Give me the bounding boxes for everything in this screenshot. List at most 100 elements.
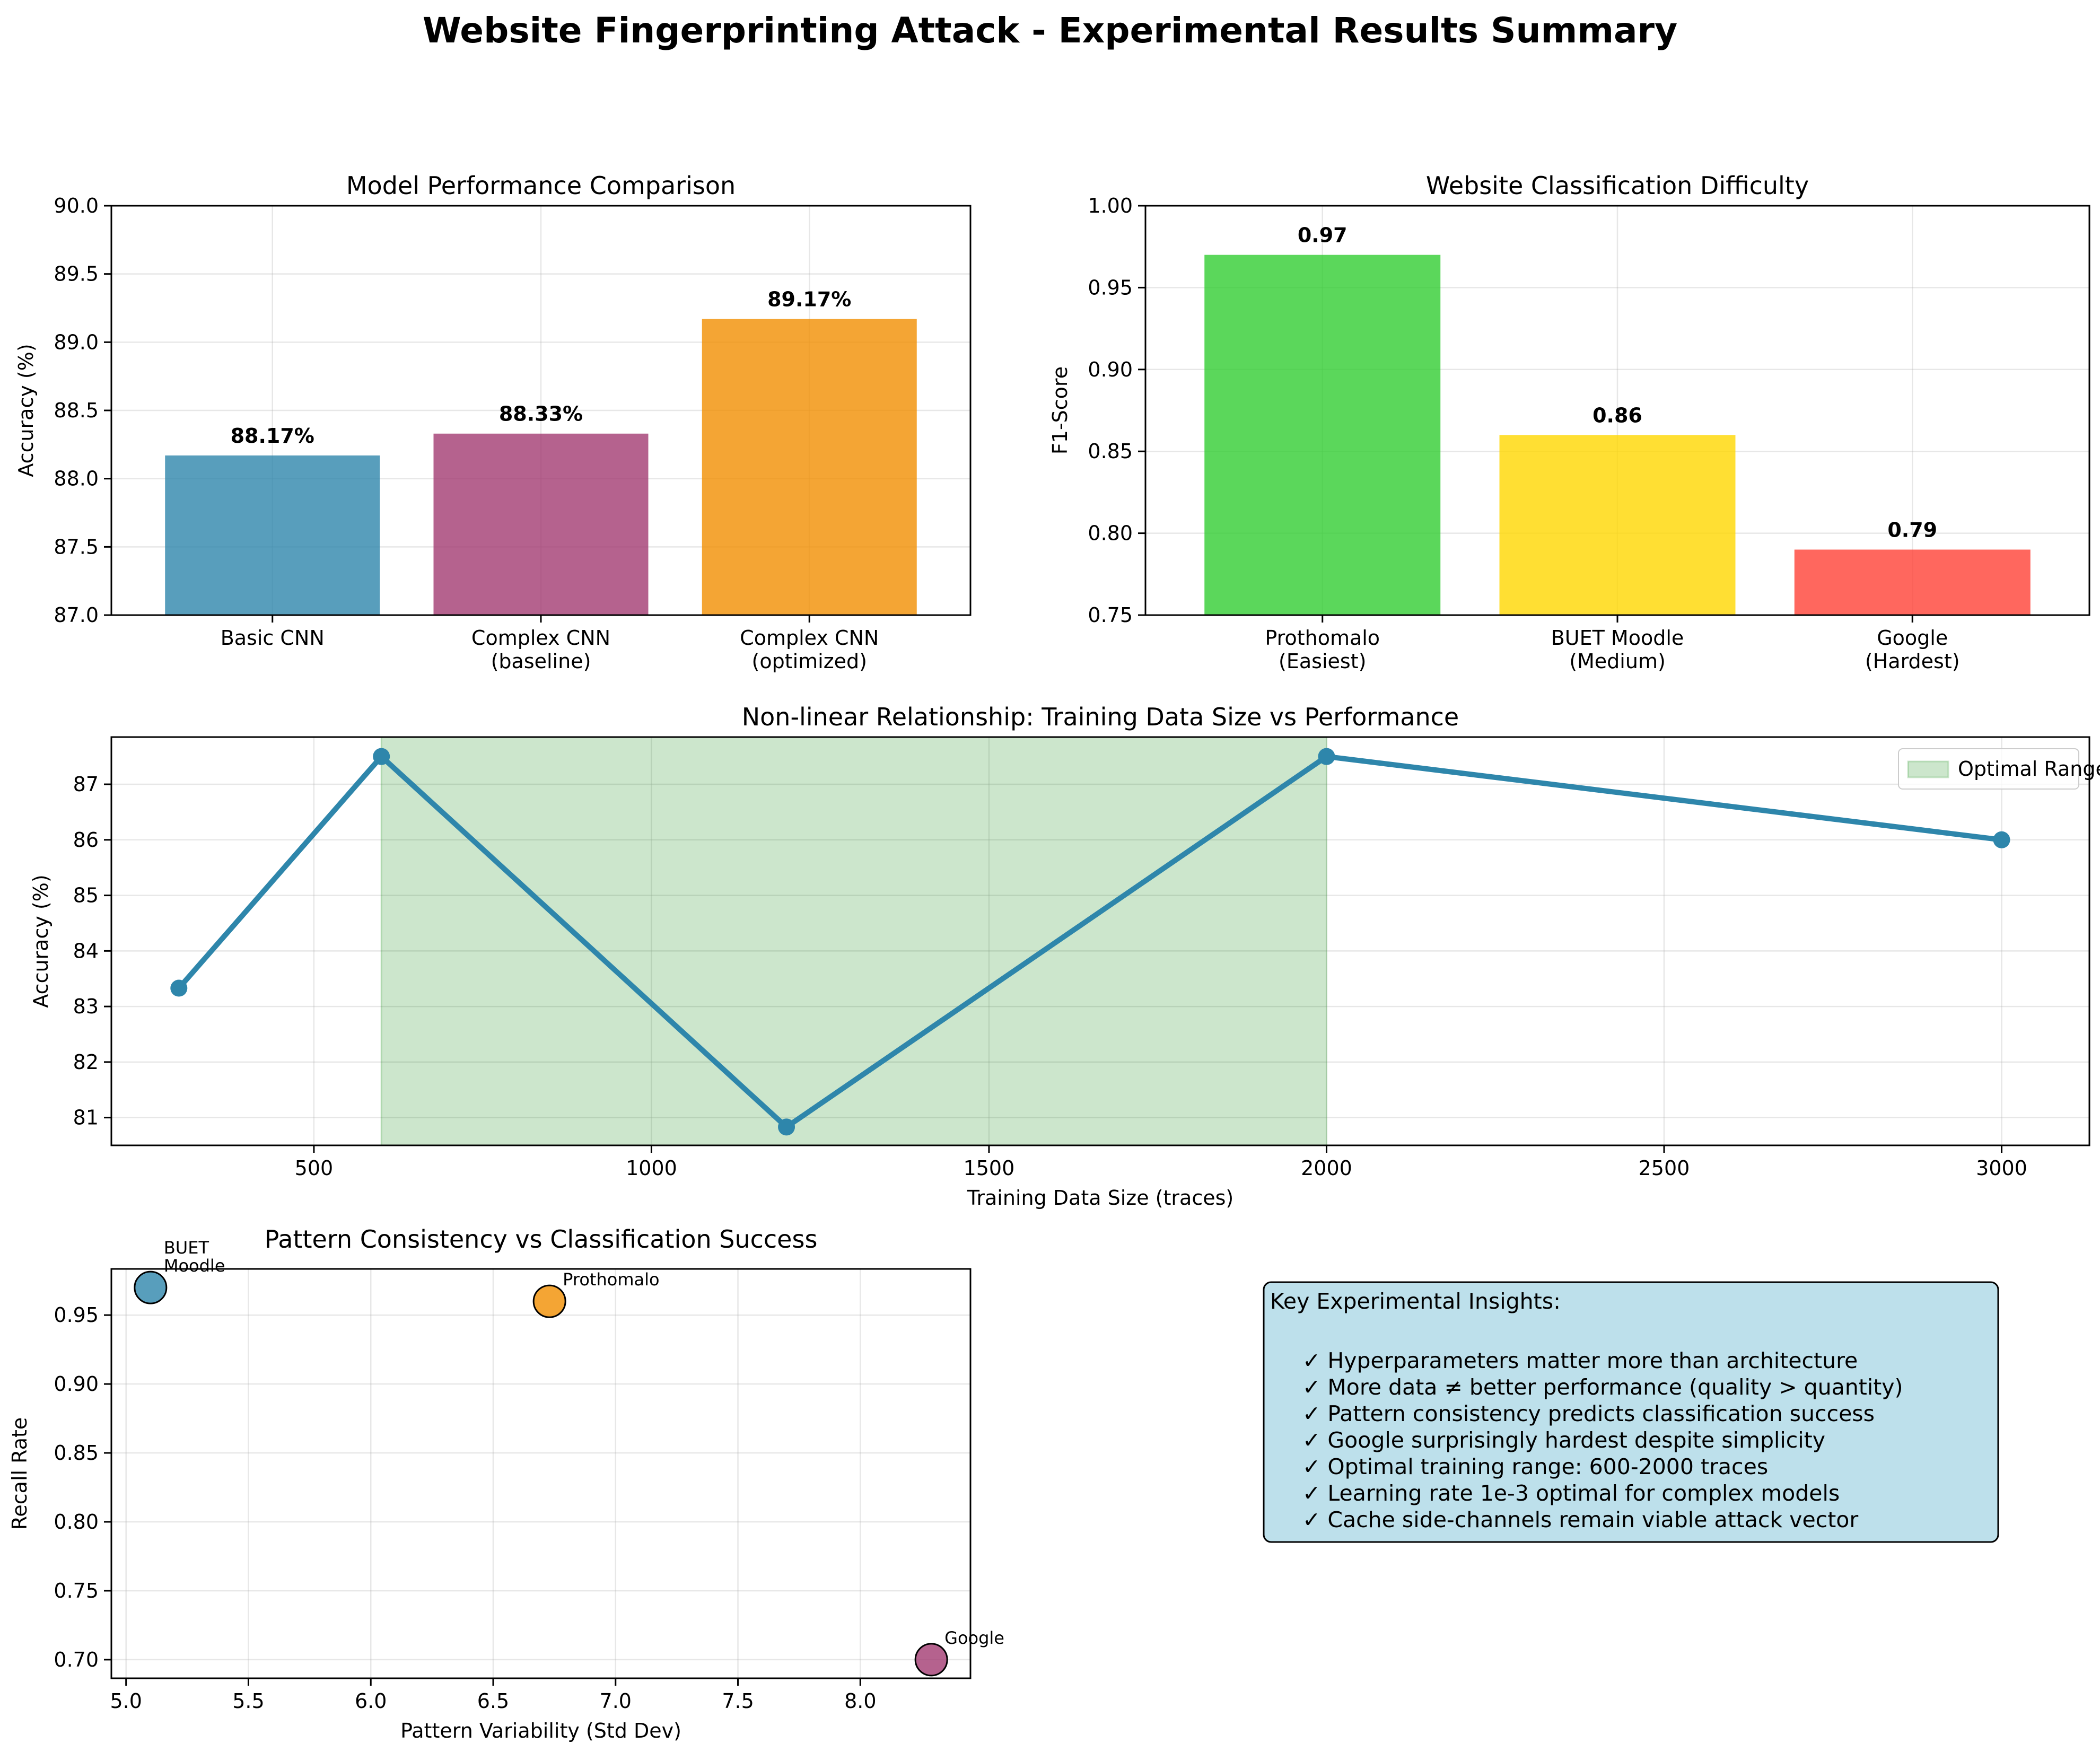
legend-swatch	[1907, 760, 1949, 778]
x-tick-label: Complex CNN (optimized)	[740, 626, 879, 673]
classification-difficulty-chart: 0.97 0.86 0.79 0.75 0.80 0.85 0.90 0.95 1.00 Pro…	[1048, 171, 2090, 673]
insight-item: ✓ Google surprisingly hardest despite si…	[1302, 1427, 1825, 1453]
x-tick-label: 1000	[626, 1157, 677, 1180]
bar-value-label: 0.86	[1592, 404, 1642, 427]
insights-list: ✓ Hyperparameters matter more than archi…	[1302, 1348, 1903, 1532]
point-label: Prothomalo	[563, 1269, 659, 1290]
legend-label: Optimal Range	[1958, 757, 2100, 781]
x-axis-label: Training Data Size (traces)	[967, 1186, 1233, 1210]
bar-value-label: 88.33%	[499, 402, 583, 426]
x-tick-label: 5.5	[232, 1689, 264, 1713]
data-point	[170, 979, 188, 997]
scatter-point	[134, 1271, 168, 1304]
bar	[1499, 435, 1736, 615]
marks: BUET Moodle Prothomalo Google	[134, 1238, 1004, 1677]
marks	[170, 736, 2010, 1146]
y-tick-label: 86	[73, 828, 99, 852]
x-tick-label: Complex CNN (baseline)	[471, 626, 610, 673]
x-tick-label: 7.5	[722, 1689, 754, 1713]
y-tick-label: 83	[73, 995, 99, 1018]
y-tick-label: 0.90	[1088, 358, 1133, 381]
y-tick-label: 87.0	[54, 603, 99, 627]
data-point	[1993, 831, 2010, 848]
x-tick-label: Google (Hardest)	[1865, 626, 1960, 673]
chart-title: Non-linear Relationship: Training Data S…	[742, 703, 1459, 731]
tick-labels: 5.0 5.5 6.0 6.5 7.0 7.5 8.0 0.70 0.75 0.80 0.85 0.9…	[54, 1303, 876, 1713]
y-tick-label: 81	[73, 1106, 99, 1129]
y-tick-label: 0.75	[54, 1579, 99, 1602]
y-tick-label: 84	[73, 939, 99, 962]
x-tick-label: 8.0	[844, 1689, 876, 1713]
insight-item: ✓ Hyperparameters matter more than archi…	[1302, 1348, 1858, 1373]
x-tick-label: 3000	[1976, 1157, 2027, 1180]
x-tick-label: 500	[295, 1157, 334, 1180]
x-tick-label: Prothomalo (Easiest)	[1265, 626, 1380, 673]
bars: 88.17% 88.33% 89.17%	[165, 288, 917, 615]
data-point	[373, 748, 390, 765]
insights-background	[1263, 1281, 1999, 1543]
y-tick-label: 90.0	[54, 194, 99, 217]
x-tick-label: 6.0	[355, 1689, 387, 1713]
insights-title: Key Experimental Insights:	[1270, 1289, 1561, 1314]
point-label: BUET Moodle	[164, 1238, 225, 1276]
x-tick-label: 1500	[964, 1157, 1015, 1180]
insight-item: ✓ Pattern consistency predicts classific…	[1302, 1401, 1875, 1426]
insight-item: ✓ Cache side-channels remain viable atta…	[1302, 1507, 1858, 1532]
bar-value-label: 0.79	[1887, 518, 1937, 541]
y-tick-label: 0.70	[54, 1648, 99, 1671]
bar-value-label: 89.17%	[767, 288, 851, 311]
y-tick-label: 87.5	[54, 535, 99, 558]
bar	[165, 455, 380, 615]
tick-labels: 87.0 87.5 88.0 88.5 89.0 89.5 90.0 Basic CNN Com…	[54, 194, 879, 673]
x-tick-label: 2500	[1639, 1157, 1690, 1180]
legend-frame	[1898, 748, 2079, 790]
x-tick-label: 7.0	[600, 1689, 632, 1713]
data-point	[1318, 748, 1335, 765]
axes-frame	[110, 1268, 972, 1679]
y-tick-label: 1.00	[1088, 194, 1133, 217]
y-tick-label: 0.85	[54, 1441, 99, 1465]
y-tick-label: 88.0	[54, 467, 99, 490]
x-tick-label: 5.0	[110, 1689, 142, 1713]
optimal-range-span	[380, 736, 1327, 1146]
y-tick-label: 82	[73, 1050, 99, 1074]
bar	[1794, 549, 2031, 615]
insight-item: ✓ Optimal training range: 600-2000 trace…	[1302, 1454, 1768, 1479]
tick-labels: 0.75 0.80 0.85 0.90 0.95 1.00 Prothomalo (Easie…	[1088, 194, 1959, 673]
figure-title: Website Fingerprinting Attack - Experime…	[423, 10, 1677, 51]
axes-frame	[110, 736, 2090, 1146]
y-tick-label: 0.85	[1088, 440, 1133, 463]
chart-title: Model Performance Comparison	[346, 171, 736, 200]
y-tick-label: 0.95	[1088, 276, 1133, 299]
y-tick-label: 0.95	[54, 1303, 99, 1327]
grid	[111, 1269, 970, 1678]
y-tick-label: 85	[73, 884, 99, 907]
grid	[111, 737, 2089, 1145]
insight-item: ✓ More data ≠ better performance (qualit…	[1302, 1374, 1903, 1400]
model-performance-chart: 88.17%88.33%89.17% 87.087.588.088.589.08…	[14, 171, 972, 673]
x-tick-label: 2000	[1301, 1157, 1352, 1180]
insight-item: ✓ Learning rate 1e-3 optimal for complex…	[1302, 1480, 1840, 1506]
y-tick-label: 88.5	[54, 399, 99, 422]
bar	[1204, 255, 1441, 615]
bars: 0.97 0.86 0.79	[1204, 224, 2031, 615]
scatter-point	[914, 1643, 948, 1677]
y-tick-label: 0.80	[54, 1510, 99, 1534]
y-axis-label: Accuracy (%)	[29, 874, 52, 1007]
x-axis-label: Pattern Variability (Std Dev)	[400, 1719, 681, 1742]
chart-title: Website Classification Difficulty	[1426, 171, 1809, 200]
bar	[702, 319, 917, 615]
y-axis-label: F1-Score	[1048, 366, 1072, 454]
tick-labels: 500 1000 1500 2000 2500 3000 81 82 83 84 85 86 87	[73, 773, 2027, 1180]
training-size-line-chart: 500 1000 1500 2000 2500 3000 81 82 83 84 85 86 87 Op…	[29, 703, 2100, 1210]
y-tick-label: 87	[73, 773, 99, 796]
pattern-consistency-scatter: BUET Moodle Prothomalo Google 5.0 5.5 6.0 6.5 7…	[8, 1225, 1004, 1742]
data-point	[778, 1118, 795, 1136]
y-tick-label: 89.0	[54, 330, 99, 354]
bar-value-label: 0.97	[1298, 224, 1348, 247]
insights-box: Key Experimental Insights: ✓ Hyperparame…	[1263, 1281, 1999, 1543]
y-tick-label: 0.90	[54, 1372, 99, 1396]
x-tick-label: Basic CNN	[221, 626, 325, 650]
scatter-point	[532, 1284, 566, 1318]
